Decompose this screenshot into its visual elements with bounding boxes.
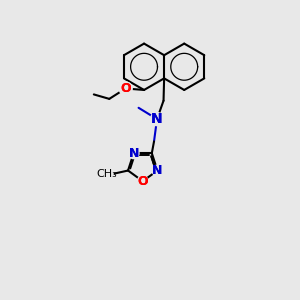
Circle shape xyxy=(119,82,132,95)
Text: O: O xyxy=(120,82,131,95)
Circle shape xyxy=(128,148,139,159)
Text: O: O xyxy=(137,175,148,188)
Text: CH₃: CH₃ xyxy=(96,169,117,178)
Text: N: N xyxy=(151,112,163,126)
Text: O: O xyxy=(137,175,148,188)
Text: N: N xyxy=(151,112,163,126)
Text: O: O xyxy=(120,82,131,95)
Circle shape xyxy=(137,176,148,187)
Text: N: N xyxy=(128,147,139,160)
Text: N: N xyxy=(128,147,139,160)
Text: N: N xyxy=(152,164,163,177)
Circle shape xyxy=(152,165,163,176)
Text: N: N xyxy=(152,164,163,177)
Circle shape xyxy=(151,112,164,126)
